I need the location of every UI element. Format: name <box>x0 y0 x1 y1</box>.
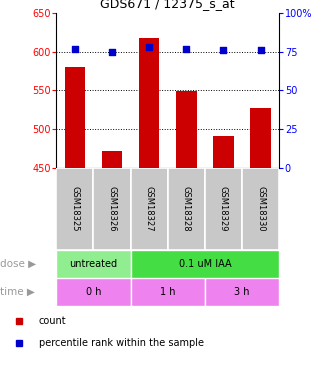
Point <box>72 46 77 52</box>
Bar <box>250 108 271 168</box>
Bar <box>131 278 205 306</box>
Text: GSM18325: GSM18325 <box>70 186 79 232</box>
Text: percentile rank within the sample: percentile rank within the sample <box>39 339 204 348</box>
Bar <box>65 67 85 168</box>
Point <box>184 46 189 52</box>
Point <box>109 49 115 55</box>
Text: GSM18327: GSM18327 <box>145 186 154 232</box>
Bar <box>102 151 122 168</box>
Text: count: count <box>39 315 66 326</box>
Bar <box>131 250 279 278</box>
Bar <box>205 168 242 250</box>
Bar <box>93 168 131 250</box>
Bar <box>56 168 93 250</box>
Bar <box>205 278 279 306</box>
Bar <box>168 168 205 250</box>
Text: untreated: untreated <box>69 259 117 269</box>
Text: GSM18329: GSM18329 <box>219 186 228 232</box>
Bar <box>139 38 159 168</box>
Title: GDS671 / 12375_s_at: GDS671 / 12375_s_at <box>100 0 235 10</box>
Text: 0 h: 0 h <box>86 287 101 297</box>
Bar <box>56 250 131 278</box>
Text: 3 h: 3 h <box>234 287 250 297</box>
Text: 0.1 uM IAA: 0.1 uM IAA <box>178 259 231 269</box>
Text: 1 h: 1 h <box>160 287 176 297</box>
Text: time ▶: time ▶ <box>0 287 35 297</box>
Point <box>221 47 226 53</box>
Text: GSM18330: GSM18330 <box>256 186 265 232</box>
Bar <box>56 278 131 306</box>
Bar <box>213 136 234 168</box>
Point <box>258 47 263 53</box>
Bar <box>242 168 279 250</box>
Text: dose ▶: dose ▶ <box>0 259 36 269</box>
Point <box>147 44 152 50</box>
Bar <box>131 168 168 250</box>
Text: GSM18328: GSM18328 <box>182 186 191 232</box>
Bar <box>176 91 196 168</box>
Text: GSM18326: GSM18326 <box>108 186 117 232</box>
